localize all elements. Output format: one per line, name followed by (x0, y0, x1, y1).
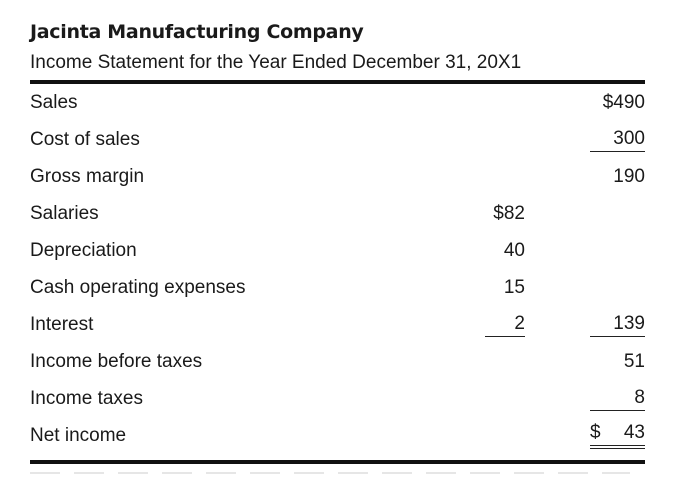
bottom-rule (30, 460, 645, 464)
statement-subtitle: Income Statement for the Year Ended Dece… (30, 52, 522, 73)
mid-value: 2 (485, 313, 525, 337)
row-income-taxes: Income taxes 8 (30, 380, 645, 417)
mid-value (430, 84, 525, 121)
right-value: $490 (602, 91, 645, 113)
row-label: Cash operating expenses (30, 276, 246, 298)
right-value: 300 (590, 128, 645, 152)
currency-symbol: $ (590, 422, 601, 443)
row-label: Interest (30, 313, 94, 335)
mid-value: 40 (503, 239, 525, 261)
row-label: Sales (30, 91, 78, 113)
row-income-before-taxes: Income before taxes 51 (30, 343, 645, 380)
row-gross-margin: Gross margin 190 (30, 158, 645, 195)
mid-value: $82 (493, 202, 525, 224)
statement-table: Sales $490 Cost of sales 300 Gross margi… (30, 84, 645, 454)
top-rule (30, 80, 645, 84)
right-value (545, 195, 645, 232)
row-sales: Sales $490 (30, 84, 645, 121)
mid-value (430, 417, 525, 454)
net-income-value: $ 43 (590, 422, 645, 449)
row-label: Income taxes (30, 387, 143, 409)
row-cash-operating-expenses: Cash operating expenses 15 (30, 269, 645, 306)
row-depreciation: Depreciation 40 (30, 232, 645, 269)
right-value: 8 (590, 387, 645, 411)
row-net-income: Net income $ 43 (30, 417, 645, 454)
row-label: Net income (30, 424, 127, 446)
right-value: 139 (590, 313, 645, 337)
row-cost-of-sales: Cost of sales 300 (30, 121, 645, 158)
row-label: Depreciation (30, 239, 137, 261)
row-label: Income before taxes (30, 350, 203, 372)
row-salaries: Salaries $82 (30, 195, 645, 232)
row-label: Salaries (30, 202, 99, 224)
income-statement: Jacinta Manufacturing Company Income Sta… (30, 18, 650, 474)
company-name: Jacinta Manufacturing Company (30, 21, 364, 43)
right-value (545, 232, 645, 269)
right-value (545, 269, 645, 306)
row-interest: Interest 2 139 (30, 306, 645, 343)
mid-value (430, 158, 525, 195)
right-value: 43 (623, 422, 645, 443)
mid-value: 15 (503, 276, 525, 298)
row-label: Gross margin (30, 165, 145, 187)
right-value: 51 (623, 350, 645, 372)
faint-bottom-artifact (30, 472, 630, 474)
right-value: 190 (613, 165, 645, 187)
row-label: Cost of sales (30, 128, 140, 150)
mid-value (430, 380, 525, 417)
mid-value (430, 121, 525, 158)
mid-value (430, 343, 525, 380)
